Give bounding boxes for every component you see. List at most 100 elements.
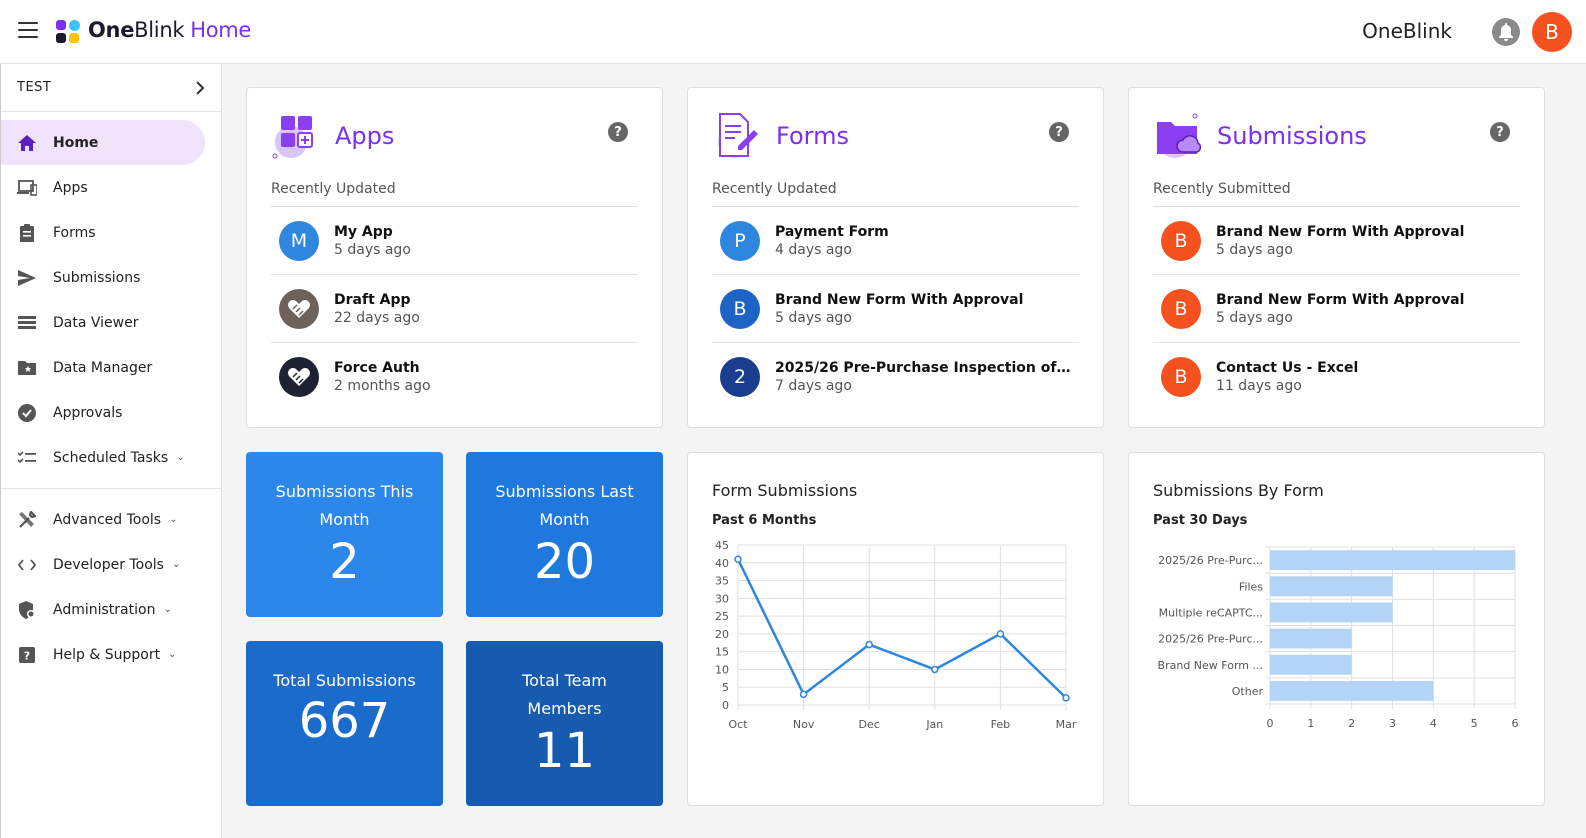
sidebar-item-apps[interactable]: Apps: [1, 165, 205, 210]
notifications-bell-icon[interactable]: [1492, 18, 1520, 46]
heart-hands-icon: [279, 357, 319, 397]
submissions-list: B Brand New Form With Approval 5 days ago…: [1153, 206, 1520, 411]
checklist-icon: [17, 448, 37, 468]
clipboard-icon: [17, 223, 37, 243]
chevron-down-icon: ⌄: [169, 514, 178, 525]
list-item[interactable]: B Contact Us - Excel 11 days ago: [1153, 343, 1520, 411]
sidebar-item-advanced-tools[interactable]: Advanced Tools ⌄: [1, 497, 205, 542]
submissions-card-title: Submissions: [1217, 122, 1367, 150]
stat-submissions-last-month[interactable]: Submissions Last Month 20: [466, 452, 663, 617]
x-tick-label: Dec: [859, 718, 880, 731]
sidebar-item-label: Approvals: [53, 404, 123, 421]
apps-card-header[interactable]: Apps: [271, 112, 394, 160]
y-tick-label: 30: [715, 592, 729, 605]
send-icon: [17, 268, 37, 288]
list-item[interactable]: B Brand New Form With Approval 5 days ago: [1153, 207, 1520, 275]
sidebar-item-developer-tools[interactable]: Developer Tools ⌄: [1, 542, 205, 587]
list-item[interactable]: M My App 5 days ago: [271, 207, 638, 275]
environment-selector[interactable]: TEST: [1, 64, 221, 112]
menu-icon[interactable]: [18, 22, 38, 38]
help-icon[interactable]: ?: [608, 122, 628, 142]
sidebar-item-approvals[interactable]: Approvals: [1, 390, 205, 435]
stat-label: Submissions This Month: [275, 482, 414, 529]
bar: [1270, 654, 1352, 675]
y-tick-label: Files: [1239, 580, 1263, 593]
cloud-folder-icon: [1157, 113, 1201, 158]
sidebar-item-label: Help & Support: [53, 646, 161, 663]
apps-grid-icon: [272, 116, 313, 159]
list-item[interactable]: Draft App 22 days ago: [271, 275, 638, 343]
sidebar-item-data-viewer[interactable]: Data Viewer: [1, 300, 205, 345]
chart-title: Form Submissions: [712, 481, 858, 500]
forms-card-title: Forms: [776, 122, 849, 150]
avatar: B: [1161, 288, 1201, 329]
list-item[interactable]: P Payment Form 4 days ago: [712, 207, 1079, 275]
item-time: 5 days ago: [1216, 309, 1293, 326]
sidebar-item-submissions[interactable]: Submissions: [1, 255, 205, 300]
stat-value: 20: [533, 534, 596, 590]
app-brand[interactable]: OneBlink Home: [88, 18, 251, 42]
list-item[interactable]: 2 2025/26 Pre-Purchase Inspection of Foo…: [712, 343, 1079, 411]
avatar-initial: B: [733, 297, 747, 320]
item-time: 4 days ago: [775, 241, 852, 258]
sidebar-item-data-manager[interactable]: Data Manager: [1, 345, 205, 390]
y-tick-label: Brand New Form ...: [1158, 659, 1263, 672]
item-time: 5 days ago: [1216, 241, 1293, 258]
data-point: [931, 665, 939, 674]
item-time: 11 days ago: [1216, 378, 1302, 394]
sidebar-item-home[interactable]: Home: [1, 120, 205, 165]
list-item[interactable]: B Brand New Form With Approval 5 days ago: [1153, 275, 1520, 343]
item-name: Payment Form: [775, 223, 889, 240]
sidebar-divider: [1, 488, 221, 489]
item-name: Brand New Form With Approval: [1216, 223, 1465, 240]
stat-value: 2: [329, 534, 360, 590]
list-item[interactable]: Force Auth 2 months ago: [271, 343, 638, 411]
admin-shield-icon: [17, 600, 37, 620]
y-tick-label: 10: [715, 663, 729, 676]
environment-label: TEST: [17, 80, 52, 95]
sidebar-item-scheduled-tasks[interactable]: Scheduled Tasks ⌄: [1, 435, 205, 480]
folder-star-icon: [17, 358, 37, 378]
sidebar-item-administration[interactable]: Administration ⌄: [1, 587, 205, 632]
avatar-initial: B: [1174, 297, 1188, 320]
stat-total-submissions[interactable]: Total Submissions 667: [246, 641, 443, 806]
sidebar-item-forms[interactable]: Forms: [1, 210, 205, 255]
organisation-name[interactable]: OneBlink: [1362, 19, 1452, 43]
forms-subtitle: Recently Updated: [712, 181, 837, 197]
devices-icon: [17, 178, 37, 198]
forms-card-header[interactable]: Forms: [712, 112, 849, 160]
stat-total-team-members[interactable]: Total Team Members 11: [466, 641, 663, 806]
sidebar-item-help-support[interactable]: ? Help & Support ⌄: [1, 632, 205, 677]
sidebar-item-label: Forms: [53, 224, 96, 241]
avatar-initial: 2: [733, 366, 747, 388]
help-icon[interactable]: ?: [1490, 122, 1510, 142]
chevron-down-icon: ⌄: [171, 559, 181, 570]
x-tick-label: 5: [1471, 717, 1478, 730]
sidebar-item-label: Submissions: [53, 269, 141, 286]
stat-label: Submissions Last Month: [495, 482, 634, 529]
secondary-nav: Advanced Tools ⌄ Developer Tools ⌄ Admin…: [1, 497, 221, 677]
sidebar-item-label: Data Manager: [53, 359, 153, 376]
help-icon[interactable]: ?: [1049, 122, 1069, 142]
sidebar-item-label: Advanced Tools: [53, 511, 162, 528]
stat-submissions-this-month[interactable]: Submissions This Month 2: [246, 452, 443, 617]
avatar: B: [1161, 357, 1201, 397]
list-item[interactable]: B Brand New Form With Approval 5 days ago: [712, 275, 1079, 343]
data-point: [799, 690, 808, 699]
avatar: 2: [720, 357, 760, 397]
brand-regular: Blink: [134, 18, 185, 42]
stat-value: 11: [533, 723, 596, 779]
item-name: My App: [334, 223, 393, 240]
avatar: B: [720, 288, 760, 329]
forms-list: P Payment Form 4 days ago B Brand New For…: [712, 206, 1079, 411]
data-point: [865, 640, 873, 649]
form-edit-icon: [718, 113, 758, 158]
avatar-initial: B: [1174, 229, 1188, 252]
x-tick-label: 1: [1307, 717, 1314, 730]
y-tick-label: 40: [715, 557, 729, 570]
submissions-card-header[interactable]: Submissions: [1153, 112, 1367, 160]
series-line: [736, 558, 1067, 699]
y-tick-label: 0: [722, 699, 729, 712]
sidebar-item-label: Apps: [53, 179, 88, 196]
user-avatar[interactable]: B: [1532, 12, 1572, 52]
